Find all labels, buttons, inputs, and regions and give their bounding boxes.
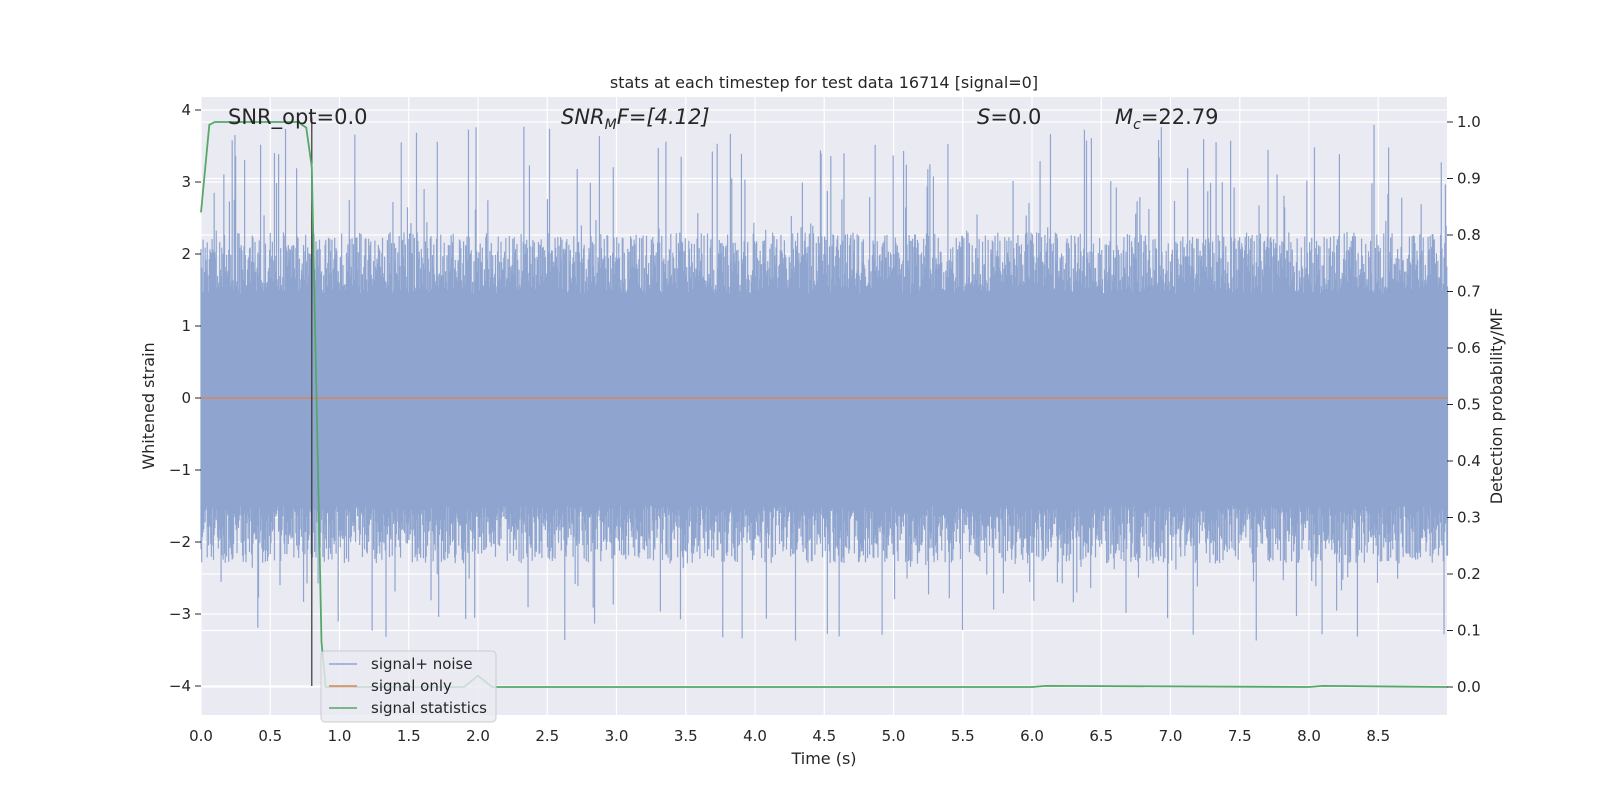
x-tick-label: 7.0 [1159, 727, 1183, 745]
x-tick-label: 0.0 [189, 727, 213, 745]
x-tick-label: 8.0 [1297, 727, 1321, 745]
annotation-s-main: S [977, 105, 990, 129]
y-right-tick-label: 0.3 [1457, 509, 1481, 527]
legend-label-statistics: signal statistics [371, 699, 487, 717]
y-right-tick-label: 0.2 [1457, 565, 1481, 583]
y-right-tick-label: 0.9 [1457, 170, 1481, 188]
y-right-tick-label: 1.0 [1457, 113, 1481, 131]
annotation-snr-mf-sub: M [605, 117, 617, 133]
y-left-axis-label: Whitened strain [139, 342, 158, 469]
legend-box [320, 650, 497, 723]
y-left-tick-label: 4 [181, 101, 191, 119]
x-tick-label: 4.5 [812, 727, 836, 745]
annotation-s-rest: =0.0 [990, 105, 1041, 129]
x-tick-label: 4.0 [743, 727, 767, 745]
x-tick-label: 1.5 [397, 727, 421, 745]
y-right-tick-label: 0.0 [1457, 678, 1481, 696]
annotation-mc-sub: c [1133, 117, 1141, 133]
x-tick-label: 2.0 [466, 727, 490, 745]
y-right-tick-label: 0.4 [1457, 452, 1481, 470]
annotation-mc: Mc=22.79 [1115, 105, 1219, 133]
y-right-tick-label: 0.1 [1457, 622, 1481, 640]
x-tick-label: 8.5 [1366, 727, 1390, 745]
y-right-tick-label: 0.8 [1457, 226, 1481, 244]
legend: signal+ noise signal only signal statist… [320, 650, 497, 723]
annotation-snr-opt: SNR_opt=0.0 [228, 105, 368, 130]
y-right-tick-label: 0.5 [1457, 396, 1481, 414]
y-right-axis-label: Detection probability/MF [1487, 308, 1506, 505]
legend-label-signal-only: signal only [371, 677, 452, 695]
y-left-tick-label: 1 [181, 317, 191, 335]
noise-core-band [201, 293, 1447, 506]
x-tick-label: 1.0 [328, 727, 352, 745]
chart-title: stats at each timestep for test data 167… [610, 73, 1038, 92]
annotation-mc-main: M [1115, 105, 1133, 129]
x-axis-label: Time (s) [790, 749, 856, 768]
noise-series [200, 124, 1449, 641]
annotation-s: S=0.0 [977, 105, 1041, 129]
x-tick-label: 6.0 [1020, 727, 1044, 745]
y-left-tick-label: −4 [169, 677, 191, 695]
x-tick-label: 7.5 [1228, 727, 1252, 745]
x-tick-label: 6.5 [1089, 727, 1113, 745]
y-right-tick-label: 0.7 [1457, 283, 1481, 301]
y-left-tick-label: −2 [169, 533, 191, 551]
annotation-mc-rest: =22.79 [1141, 105, 1219, 129]
y-left-tick-label: 0 [181, 389, 191, 407]
annotation-snr-mf-rest: F=[4.12] [617, 105, 710, 129]
y-left-tick-label: 2 [181, 245, 191, 263]
y-left-tick-label: −3 [169, 605, 191, 623]
legend-label-noise: signal+ noise [371, 655, 473, 673]
x-tick-label: 3.5 [674, 727, 698, 745]
y-right-tick-label: 0.6 [1457, 339, 1481, 357]
x-tick-label: 2.5 [535, 727, 559, 745]
x-tick-label: 5.0 [882, 727, 906, 745]
x-tick-label: 0.5 [258, 727, 282, 745]
annotation-snr-mf-main: SNR [561, 105, 605, 129]
annotation-snr-mf: SNRMF=[4.12] [561, 105, 710, 133]
y-left-tick-label: 3 [181, 173, 191, 191]
x-tick-label: 5.5 [951, 727, 975, 745]
axes-layer: 0.0 0.5 1.0 1.5 2.0 2.5 3.0 3.5 4.0 4.5 5.0 5.5 6.0 6… [169, 101, 1481, 745]
x-tick-label: 3.0 [605, 727, 629, 745]
y-left-tick-label: −1 [169, 461, 191, 479]
